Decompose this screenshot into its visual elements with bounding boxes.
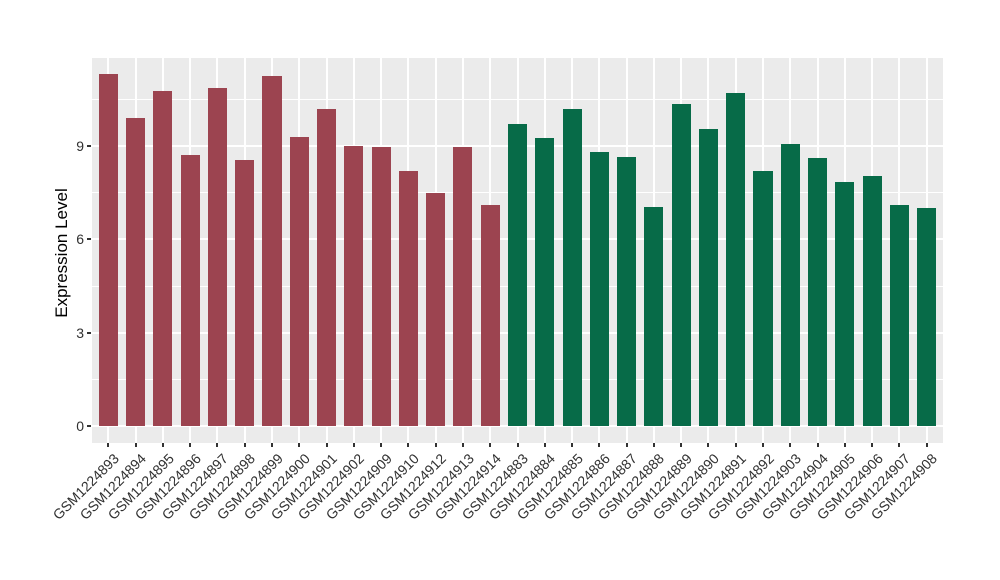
y-tick-mark	[87, 238, 91, 241]
bar-GSM1224914	[480, 205, 500, 427]
x-tick-mark	[271, 443, 274, 447]
y-tick-mark	[87, 425, 91, 428]
x-tick-mark	[707, 443, 710, 447]
x-tick-mark	[434, 443, 437, 447]
y-tick-mark	[87, 331, 91, 334]
x-tick-mark	[107, 443, 110, 447]
bar-GSM1224897	[207, 88, 227, 427]
bar-GSM1224907	[889, 205, 909, 427]
x-tick-mark	[652, 443, 655, 447]
x-tick-mark	[380, 443, 383, 447]
bar-GSM1224904	[807, 158, 828, 427]
bar-GSM1224910	[398, 170, 418, 427]
bar-GSM1224902	[344, 145, 364, 427]
bar-GSM1224886	[589, 152, 609, 427]
x-tick-mark	[407, 443, 410, 447]
x-tick-mark	[761, 443, 764, 447]
bar-GSM1224906	[862, 175, 882, 427]
x-tick-mark	[898, 443, 901, 447]
bar-GSM1224909	[371, 147, 391, 427]
bar-GSM1224893	[98, 74, 118, 427]
bar-GSM1224908	[917, 208, 937, 427]
x-tick-mark	[134, 443, 137, 447]
x-tick-mark	[816, 443, 819, 447]
x-tick-mark	[843, 443, 846, 447]
x-tick-mark	[489, 443, 492, 447]
x-tick-mark	[871, 443, 874, 447]
bar-GSM1224905	[835, 181, 855, 427]
x-tick-mark	[325, 443, 328, 447]
bar-GSM1224894	[126, 117, 146, 427]
bar-GSM1224889	[671, 103, 691, 427]
bar-GSM1224891	[726, 92, 746, 427]
bar-GSM1224887	[617, 156, 637, 427]
x-tick-mark	[243, 443, 246, 447]
x-tick-mark	[189, 443, 192, 447]
x-tick-mark	[543, 443, 546, 447]
bar-GSM1224895	[153, 91, 173, 427]
y-tick-label: 6	[76, 231, 84, 248]
bar-GSM1224899	[262, 75, 282, 427]
x-tick-mark	[161, 443, 164, 447]
bar-GSM1224898	[235, 159, 255, 427]
x-tick-mark	[216, 443, 219, 447]
plot-panel	[92, 58, 943, 443]
bar-GSM1224884	[535, 138, 555, 427]
x-tick-mark	[625, 443, 628, 447]
x-tick-mark	[789, 443, 792, 447]
x-tick-mark	[571, 443, 574, 447]
bar-GSM1224888	[644, 206, 664, 427]
y-tick-label: 9	[76, 137, 84, 154]
bar-GSM1224885	[562, 108, 582, 427]
y-tick-label: 3	[76, 324, 84, 341]
bar-GSM1224912	[426, 192, 446, 427]
bar-GSM1224913	[453, 147, 473, 427]
bar-GSM1224890	[698, 128, 718, 427]
x-tick-mark	[516, 443, 519, 447]
x-tick-mark	[925, 443, 928, 447]
y-tick-mark	[87, 144, 91, 147]
bar-GSM1224900	[289, 136, 309, 427]
x-tick-mark	[298, 443, 301, 447]
bar-GSM1224903	[780, 144, 800, 427]
y-tick-label: 0	[76, 418, 84, 435]
x-tick-mark	[352, 443, 355, 447]
bar-GSM1224883	[507, 124, 528, 427]
bar-GSM1224892	[753, 170, 773, 427]
bar-GSM1224901	[317, 108, 337, 427]
bar-GSM1224896	[180, 155, 200, 427]
x-tick-mark	[461, 443, 464, 447]
x-tick-mark	[680, 443, 683, 447]
x-tick-mark	[598, 443, 601, 447]
x-tick-mark	[734, 443, 737, 447]
